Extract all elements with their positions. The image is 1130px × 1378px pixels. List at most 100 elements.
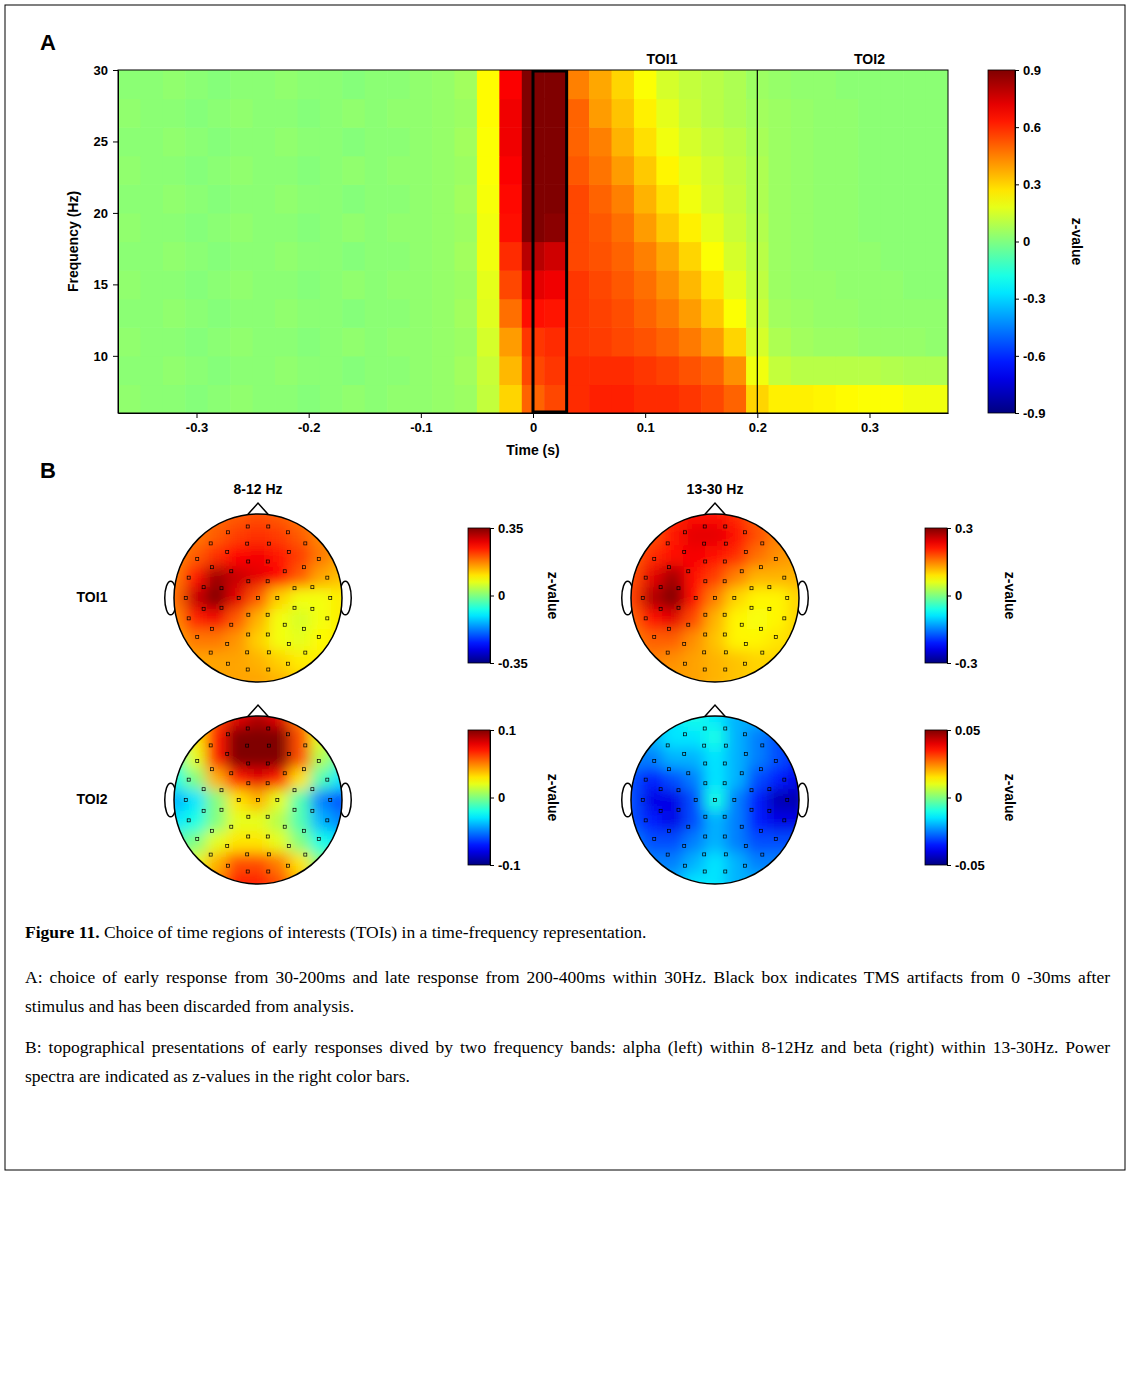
topomap-cell bbox=[185, 567, 207, 589]
electrode bbox=[677, 789, 680, 792]
heatmap-cell bbox=[544, 127, 567, 156]
heatmap-cell bbox=[118, 242, 141, 271]
electrode bbox=[714, 597, 717, 600]
heatmap-cell bbox=[320, 213, 343, 242]
heatmap-cell bbox=[679, 327, 702, 356]
colorbar bbox=[988, 70, 1015, 413]
electrode bbox=[723, 633, 726, 636]
heatmap-cell bbox=[589, 242, 612, 271]
electrode bbox=[724, 744, 727, 747]
electrode bbox=[744, 864, 747, 867]
heatmap-cell bbox=[701, 70, 724, 99]
topomap-cell bbox=[206, 546, 228, 568]
topomap-cell bbox=[642, 769, 664, 791]
tick-mark bbox=[947, 528, 951, 529]
heatmap-cell bbox=[589, 213, 612, 242]
tick-label: -0.1 bbox=[498, 858, 520, 873]
topomap-cell bbox=[642, 504, 664, 526]
electrode bbox=[683, 752, 686, 755]
panel-letter: A bbox=[40, 30, 56, 55]
topomap-cell bbox=[227, 832, 249, 854]
topomap-cell bbox=[227, 672, 249, 694]
topomap-cell bbox=[768, 609, 790, 631]
topomap bbox=[621, 706, 811, 896]
heatmap-cell bbox=[903, 127, 926, 156]
topomap-cell bbox=[227, 769, 249, 791]
topomap-cell bbox=[290, 832, 312, 854]
colorbar bbox=[925, 528, 947, 663]
topomap-cell bbox=[705, 832, 727, 854]
tick: 30 bbox=[94, 63, 118, 78]
electrode bbox=[750, 606, 753, 609]
electrode bbox=[659, 788, 662, 791]
heatmap-cell bbox=[253, 356, 276, 385]
electrode bbox=[687, 772, 690, 775]
heatmap-cell bbox=[185, 299, 208, 328]
tick-mark bbox=[947, 798, 951, 799]
heatmap-cell bbox=[769, 356, 792, 385]
heatmap-cell bbox=[881, 213, 904, 242]
electrode bbox=[293, 587, 296, 590]
tick: 0.2 bbox=[749, 413, 767, 435]
heatmap-cell bbox=[410, 70, 433, 99]
heatmap-cell bbox=[724, 327, 747, 356]
topomap-cell bbox=[747, 651, 769, 673]
heatmap-cell bbox=[365, 327, 388, 356]
heatmap-cell bbox=[410, 99, 433, 128]
heatmap-cell bbox=[544, 270, 567, 299]
electrode bbox=[653, 759, 656, 762]
heatmap-cell bbox=[881, 99, 904, 128]
topomap-cell bbox=[621, 525, 643, 547]
topomap-cell bbox=[269, 672, 291, 694]
heatmap-cell bbox=[320, 270, 343, 299]
heatmap-cell bbox=[679, 213, 702, 242]
heatmap-cell bbox=[589, 327, 612, 356]
column-title: 8-12 Hz bbox=[233, 481, 282, 497]
electrode bbox=[247, 560, 250, 563]
topomap-cell bbox=[663, 651, 685, 673]
topomap-cell bbox=[768, 567, 790, 589]
electrode bbox=[209, 853, 212, 856]
heatmap-cell bbox=[253, 242, 276, 271]
heatmap-cell bbox=[477, 99, 500, 128]
heatmap-cells bbox=[118, 70, 948, 413]
heatmap-cell bbox=[926, 213, 948, 242]
electrode bbox=[202, 607, 205, 610]
electrode bbox=[210, 566, 213, 569]
tick-mark bbox=[113, 141, 118, 142]
topomap-cell bbox=[726, 706, 748, 728]
electrodes bbox=[641, 525, 788, 671]
y-axis: 1015202530 bbox=[94, 63, 119, 414]
topomap-cell bbox=[789, 811, 811, 833]
heatmap-cell bbox=[589, 356, 612, 385]
topomap-cell bbox=[311, 811, 333, 833]
electrode bbox=[750, 789, 753, 792]
topomap-cell bbox=[642, 567, 664, 589]
electrode bbox=[683, 845, 686, 848]
heatmap-cell bbox=[858, 213, 881, 242]
topomap-cell bbox=[332, 672, 354, 694]
tick: -0.1 bbox=[410, 413, 432, 435]
heatmap-cell bbox=[791, 127, 814, 156]
topomap-cell bbox=[290, 769, 312, 791]
topomap-cell bbox=[789, 567, 811, 589]
electrode bbox=[744, 550, 747, 553]
heatmap-cell bbox=[208, 270, 231, 299]
tick-label: -0.3 bbox=[186, 420, 208, 435]
heatmap-cell bbox=[589, 270, 612, 299]
heatmap-cell bbox=[410, 270, 433, 299]
tick: 0 bbox=[947, 790, 962, 805]
topomap-cell bbox=[164, 504, 186, 526]
topomap-cell bbox=[185, 874, 207, 896]
heatmap-cell bbox=[589, 156, 612, 185]
topomap-cell bbox=[290, 748, 312, 770]
x-axis-title: Time (s) bbox=[506, 442, 559, 458]
electrode bbox=[723, 835, 726, 838]
topomap-cell bbox=[311, 630, 333, 652]
y-axis-line bbox=[118, 71, 119, 414]
topomap-cell bbox=[332, 651, 354, 673]
electrode bbox=[230, 623, 233, 626]
electrode bbox=[287, 531, 290, 534]
topomap-cells bbox=[164, 706, 354, 896]
heatmap-cell bbox=[365, 213, 388, 242]
